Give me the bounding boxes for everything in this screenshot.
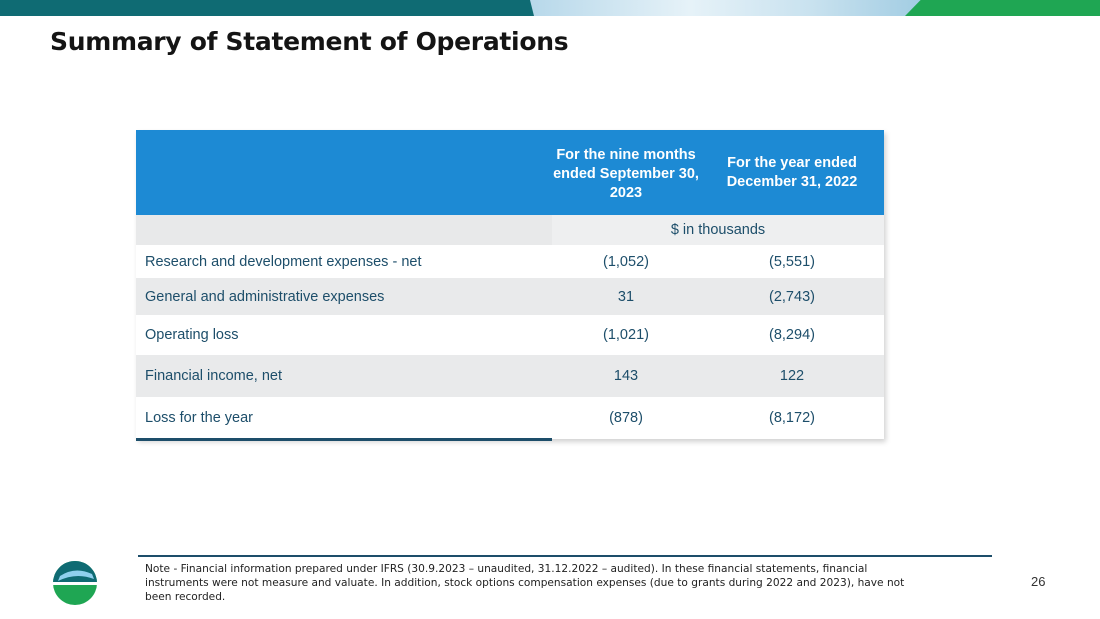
table-row: General and administrative expenses 31 (… xyxy=(136,278,884,315)
banner-green-segment xyxy=(905,0,1100,16)
banner-image-segment xyxy=(530,0,930,16)
row-label: Financial income, net xyxy=(145,368,283,384)
row-value-2022: 122 xyxy=(779,368,805,384)
row-value-2022: (5,551) xyxy=(769,253,815,270)
row-value-2023: 143 xyxy=(613,368,639,384)
table-header-row: For the nine months ended September 30, … xyxy=(136,130,884,215)
row-label: Loss for the year xyxy=(145,410,253,426)
row-value-2022: (8,294) xyxy=(769,327,815,343)
row-value-2023: (878) xyxy=(609,410,643,426)
units-blank-cell xyxy=(136,215,552,245)
units-label: $ in thousands xyxy=(552,215,884,245)
table-row: Operating loss (1,021) (8,294) xyxy=(136,315,884,355)
row-value-2023: (1,052) xyxy=(603,253,649,270)
row-value-2023: 31 xyxy=(617,288,635,305)
top-banner xyxy=(0,0,1100,16)
footnote: Note - Financial information prepared un… xyxy=(145,563,905,603)
company-logo-icon xyxy=(53,561,97,605)
header-nine-months: For the nine months ended September 30, … xyxy=(553,147,699,201)
footer-divider xyxy=(138,555,992,557)
page-number: 26 xyxy=(1031,574,1046,589)
units-row: $ in thousands xyxy=(136,215,884,245)
row-value-2022: (2,743) xyxy=(769,288,815,305)
header-year-ended: For the year ended December 31, 2022 xyxy=(726,154,858,190)
row-label: Research and development expenses - net xyxy=(145,253,422,270)
table-row: Financial income, net 143 122 xyxy=(136,355,884,397)
row-label: Operating loss xyxy=(145,327,239,343)
row-value-2023: (1,021) xyxy=(603,327,649,343)
row-label: General and administrative expenses xyxy=(145,288,385,305)
table-bottom-rule xyxy=(136,438,552,441)
row-value-2022: (8,172) xyxy=(769,410,815,426)
table-row: Loss for the year (878) (8,172) xyxy=(136,397,884,439)
banner-teal-segment xyxy=(0,0,560,16)
operations-table: For the nine months ended September 30, … xyxy=(136,130,884,441)
table-row: Research and development expenses - net … xyxy=(136,245,884,278)
page-title: Summary of Statement of Operations xyxy=(50,27,569,56)
